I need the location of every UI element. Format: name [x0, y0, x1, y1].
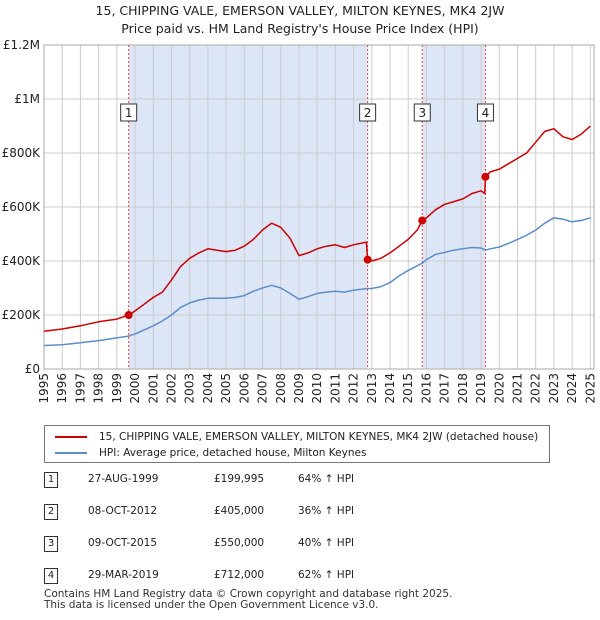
- x-tick-label: 2002: [164, 373, 178, 404]
- legend-property-swatch: [55, 436, 87, 438]
- sale-price: £712,000: [214, 569, 265, 581]
- x-tick-label: 2007: [256, 373, 270, 404]
- sale-number-badge: 4: [44, 568, 58, 584]
- sale-marker-box: [359, 103, 377, 122]
- sale-hpi-change: 36% ↑ HPI: [298, 505, 355, 517]
- price-chart: £0 £200K £400K £600K £800K £1M £1.2M 1995 1996 19…: [2, 38, 598, 404]
- sale-point: [363, 255, 372, 264]
- title-line-2: Price paid vs. HM Land Registry's House …: [121, 21, 479, 36]
- x-tick-label: 2004: [201, 373, 215, 404]
- sale-price: £405,000: [214, 505, 265, 517]
- sale-marker-label: 4: [482, 106, 490, 120]
- x-tick-label: 2022: [529, 373, 543, 404]
- sale-row: 3 09-OCT-2015 £550,000 40% ↑ HPI: [44, 536, 564, 556]
- x-tick-label: 1997: [73, 373, 87, 404]
- sale-marker-label: 2: [364, 106, 372, 120]
- sale-marker-box: [413, 103, 431, 122]
- sale-marker-box: [476, 103, 494, 122]
- sale-number-badge: 3: [44, 536, 58, 552]
- x-tick-label: 1998: [92, 373, 106, 404]
- x-tick-label: 2025: [583, 373, 597, 404]
- x-tick-label: 2011: [328, 373, 342, 404]
- footer-licence: This data is licensed under the Open Gov…: [44, 599, 379, 611]
- y-tick-label: £800K: [2, 146, 42, 160]
- sale-date: 09-OCT-2015: [88, 537, 157, 549]
- sale-marker-label: 3: [418, 106, 426, 120]
- y-tick-label: £0: [25, 362, 40, 376]
- x-tick-label: 2018: [456, 373, 470, 404]
- legend: 15, CHIPPING VALE, EMERSON VALLEY, MILTO…: [44, 425, 550, 463]
- x-tick-label: 2013: [365, 373, 379, 404]
- sale-hpi-change: 64% ↑ HPI: [298, 473, 355, 485]
- sale-point: [418, 216, 427, 225]
- title-line-1: 15, CHIPPING VALE, EMERSON VALLEY, MILTO…: [95, 3, 505, 18]
- y-tick-label: £200K: [2, 308, 42, 322]
- sale-number-badge: 1: [44, 472, 58, 488]
- sale-hpi-change: 40% ↑ HPI: [298, 537, 355, 549]
- chart-title: 15, CHIPPING VALE, EMERSON VALLEY, MILTO…: [0, 2, 600, 38]
- sale-price: £550,000: [214, 537, 265, 549]
- x-tick-label: 1999: [110, 373, 124, 404]
- legend-property-label: 15, CHIPPING VALE, EMERSON VALLEY, MILTO…: [99, 431, 539, 443]
- x-tick-label: 2008: [274, 373, 288, 404]
- x-tick-label: 1996: [55, 373, 69, 404]
- x-tick-label: 2016: [419, 373, 433, 404]
- legend-hpi-swatch: [55, 452, 87, 454]
- sale-date: 29-MAR-2019: [88, 569, 159, 581]
- sale-row: 1 27-AUG-1999 £199,995 64% ↑ HPI: [44, 472, 564, 492]
- x-tick-label: 2001: [146, 373, 160, 404]
- sale-row: 2 08-OCT-2012 £405,000 36% ↑ HPI: [44, 504, 564, 524]
- x-tick-label: 2012: [347, 373, 361, 404]
- sale-point: [481, 172, 490, 181]
- property-price-line: [43, 125, 591, 332]
- x-tick-label: 2023: [547, 373, 561, 404]
- x-tick-label: 2006: [237, 373, 251, 404]
- sale-price: £199,995: [214, 473, 265, 485]
- plot-frame: [43, 44, 595, 370]
- y-tick-label: £1M: [14, 92, 40, 106]
- x-tick-label: 2000: [128, 373, 142, 404]
- legend-hpi-label: HPI: Average price, detached house, Milt…: [99, 447, 367, 459]
- x-tick-label: 2021: [511, 373, 525, 404]
- footer-copyright: Contains HM Land Registry data © Crown c…: [44, 588, 453, 600]
- x-tick-label: 2014: [383, 373, 397, 404]
- y-tick-label: £400K: [2, 254, 42, 268]
- x-tick-label: 2017: [438, 373, 452, 404]
- y-tick-label: £1.2M: [3, 38, 40, 52]
- x-tick-label: 1995: [37, 373, 51, 404]
- hpi-line: [43, 217, 591, 347]
- footer: Contains HM Land Registry data © Crown c…: [44, 589, 452, 611]
- sale-date: 08-OCT-2012: [88, 505, 157, 517]
- x-tick-label: 2019: [474, 373, 488, 404]
- sale-date: 27-AUG-1999: [88, 473, 159, 485]
- x-tick-label: 2010: [310, 373, 324, 404]
- sale-marker-label: 1: [125, 106, 133, 120]
- x-tick-label: 2003: [183, 373, 197, 404]
- sale-marker-box: [120, 103, 138, 122]
- sale-hpi-change: 62% ↑ HPI: [298, 569, 355, 581]
- x-tick-label: 2015: [401, 373, 415, 404]
- sale-point: [124, 311, 133, 320]
- x-tick-label: 2009: [292, 373, 306, 404]
- x-tick-label: 2020: [492, 373, 506, 404]
- sale-row: 4 29-MAR-2019 £712,000 62% ↑ HPI: [44, 568, 564, 588]
- y-tick-label: £600K: [2, 200, 42, 214]
- x-tick-label: 2005: [219, 373, 233, 404]
- x-tick-label: 2024: [565, 373, 579, 404]
- sale-number-badge: 2: [44, 504, 58, 520]
